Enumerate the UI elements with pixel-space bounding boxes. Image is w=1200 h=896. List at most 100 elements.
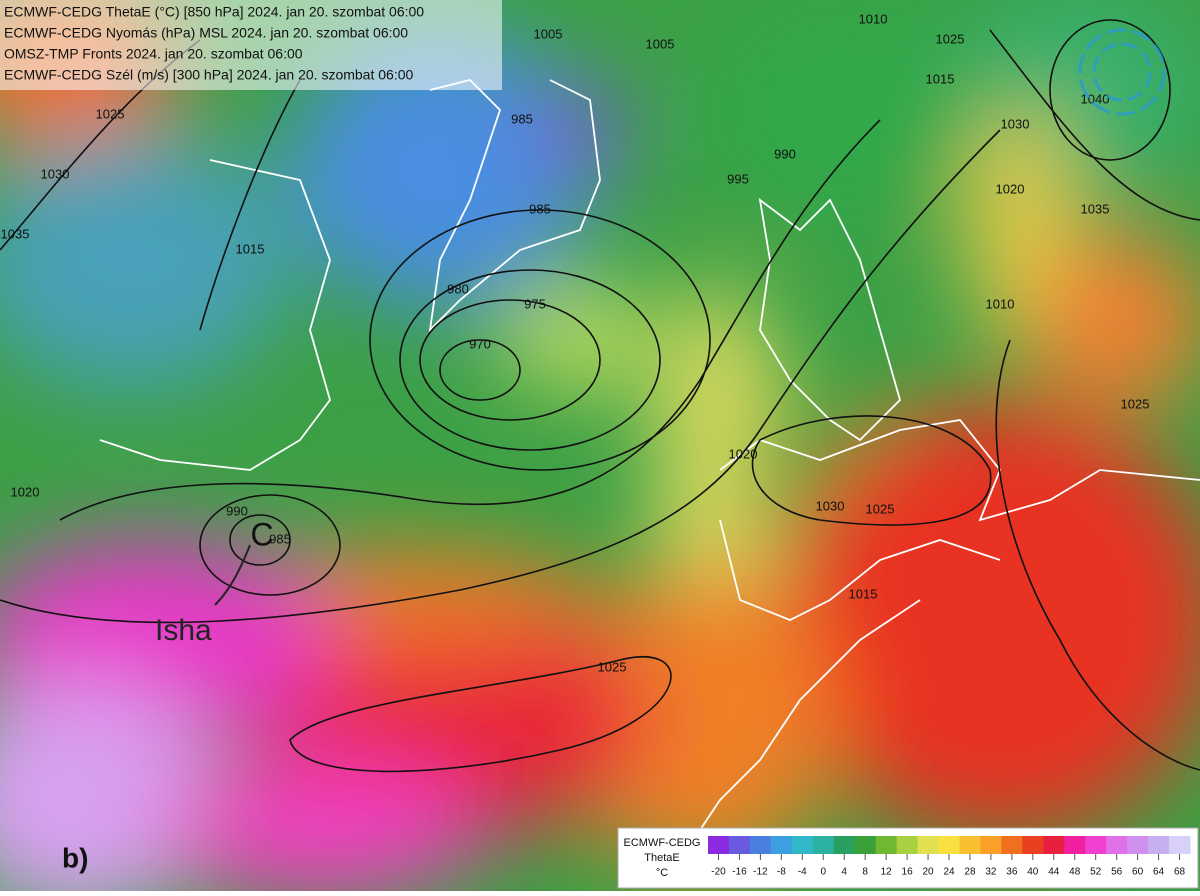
isobar-label: 1020: [996, 181, 1025, 196]
legend-tick-label: 4: [841, 867, 847, 878]
isobar-line: [995, 339, 1200, 771]
isobar-label: 1025: [96, 106, 125, 121]
isobar-line: [1049, 19, 1171, 161]
legend-tick-label: 48: [1069, 867, 1081, 878]
legend-tick-label: 0: [820, 867, 826, 878]
coastline: [679, 599, 921, 861]
legend-tick-label: 8: [862, 867, 868, 878]
legend-swatch: [1064, 836, 1086, 854]
legend-swatch: [854, 836, 877, 854]
coastlines: [99, 79, 1200, 861]
legend-swatch: [959, 836, 981, 854]
legend-tick-label: 64: [1153, 867, 1165, 878]
isobar-label: 1030: [41, 166, 70, 181]
legend-tick-label: 24: [943, 867, 955, 878]
header-line: ECMWF-CEDG Szél (m/s) [300 hPa] 2024. ja…: [4, 67, 413, 83]
isobar-line: [751, 415, 992, 526]
legend-swatch: [1001, 836, 1023, 854]
isobar-label: 1035: [1081, 201, 1110, 216]
legend-tick-label: -20: [711, 867, 726, 878]
isobar-label: 1020: [729, 446, 758, 461]
coastline: [719, 419, 1200, 522]
legend-tick-label: 28: [964, 867, 976, 878]
legend-swatch: [1043, 836, 1065, 854]
isobar-label: 1015: [926, 71, 955, 86]
front-line: [214, 544, 251, 606]
legend-swatch: [875, 836, 898, 854]
legend-tick-label: -16: [732, 867, 747, 878]
legend-swatch: [1106, 836, 1128, 854]
legend-swatch: [749, 836, 772, 854]
legend-tick-label: 56: [1111, 867, 1123, 878]
logo-ring: [1092, 42, 1152, 102]
legend-swatch: [1022, 836, 1044, 854]
cyclone-name: Isha: [155, 614, 212, 647]
header-box: [0, 0, 502, 90]
isobar-line: [399, 269, 661, 451]
legend-swatch: [1127, 836, 1149, 854]
legend-swatch: [770, 836, 793, 854]
legend-tick-label: 40: [1027, 867, 1039, 878]
front: [214, 544, 251, 606]
legend-swatch: [1085, 836, 1107, 854]
isobar-label: 1025: [1121, 396, 1150, 411]
isobar-line: [419, 299, 601, 421]
legend-tick-label: -4: [798, 867, 807, 878]
isobar-line: [199, 494, 341, 596]
cyclone-symbol: C: [250, 516, 273, 552]
isobar-line: [369, 209, 711, 471]
isobar-line: [289, 656, 672, 773]
legend-tick-label: 60: [1132, 867, 1144, 878]
isobar-line: [439, 339, 521, 401]
isobar-label: 985: [269, 531, 291, 546]
isobar-label: 1005: [534, 26, 563, 41]
isobar-label: 990: [774, 146, 796, 161]
isobar-label: 1010: [859, 11, 888, 26]
isobars: [0, 19, 1200, 773]
legend-tick-label: 52: [1090, 867, 1102, 878]
logo-ring: [1078, 28, 1166, 116]
legend-tick-label: 68: [1174, 867, 1186, 878]
isobar-line: [989, 29, 1200, 221]
isobar-line: [0, 129, 1001, 624]
legend-title: °C: [656, 867, 668, 879]
coastline: [99, 159, 331, 471]
isobar-label: 1020: [11, 484, 40, 499]
isobar-label: 1005: [646, 36, 675, 51]
legend-swatch: [728, 836, 751, 854]
coastline: [428, 79, 601, 333]
legend-swatch: [1148, 836, 1170, 854]
isobar-label: 985: [511, 111, 533, 126]
isobar-label: 1025: [936, 31, 965, 46]
legend-tick-label: 44: [1048, 867, 1060, 878]
legend-swatch: [917, 836, 940, 854]
header-line: ECMWF-CEDG Nyomás (hPa) MSL 2024. jan 20…: [4, 25, 408, 41]
isobar-label: 980: [447, 281, 469, 296]
logo: [1078, 28, 1166, 116]
legend-tick-label: 32: [985, 867, 997, 878]
legend-tick-label: -12: [753, 867, 768, 878]
legend-swatch: [938, 836, 960, 854]
isobar-label: 975: [524, 296, 546, 311]
isobar-label: 1010: [986, 296, 1015, 311]
legend-swatch: [1169, 836, 1191, 854]
isobar-label: 1035: [1, 226, 30, 241]
legend-tick-label: 20: [922, 867, 934, 878]
panel-label: b): [62, 842, 88, 873]
legend-swatch: [896, 836, 919, 854]
isobar-line: [199, 79, 301, 331]
header: ECMWF-CEDG ThetaE (°C) [850 hPa] 2024. j…: [4, 4, 424, 83]
isobar-label: 1030: [816, 498, 845, 513]
isobar-label: 1025: [598, 659, 627, 674]
isobar-label: 985: [529, 201, 551, 216]
legend-title: ThetaE: [644, 852, 679, 864]
legend-swatch: [980, 836, 1002, 854]
legend-tick-label: -8: [777, 867, 786, 878]
isobar-label: 990: [226, 503, 248, 518]
isobar-line: [59, 119, 881, 521]
isobar-label: 970: [469, 336, 491, 351]
isobar-label: 1015: [236, 241, 265, 256]
